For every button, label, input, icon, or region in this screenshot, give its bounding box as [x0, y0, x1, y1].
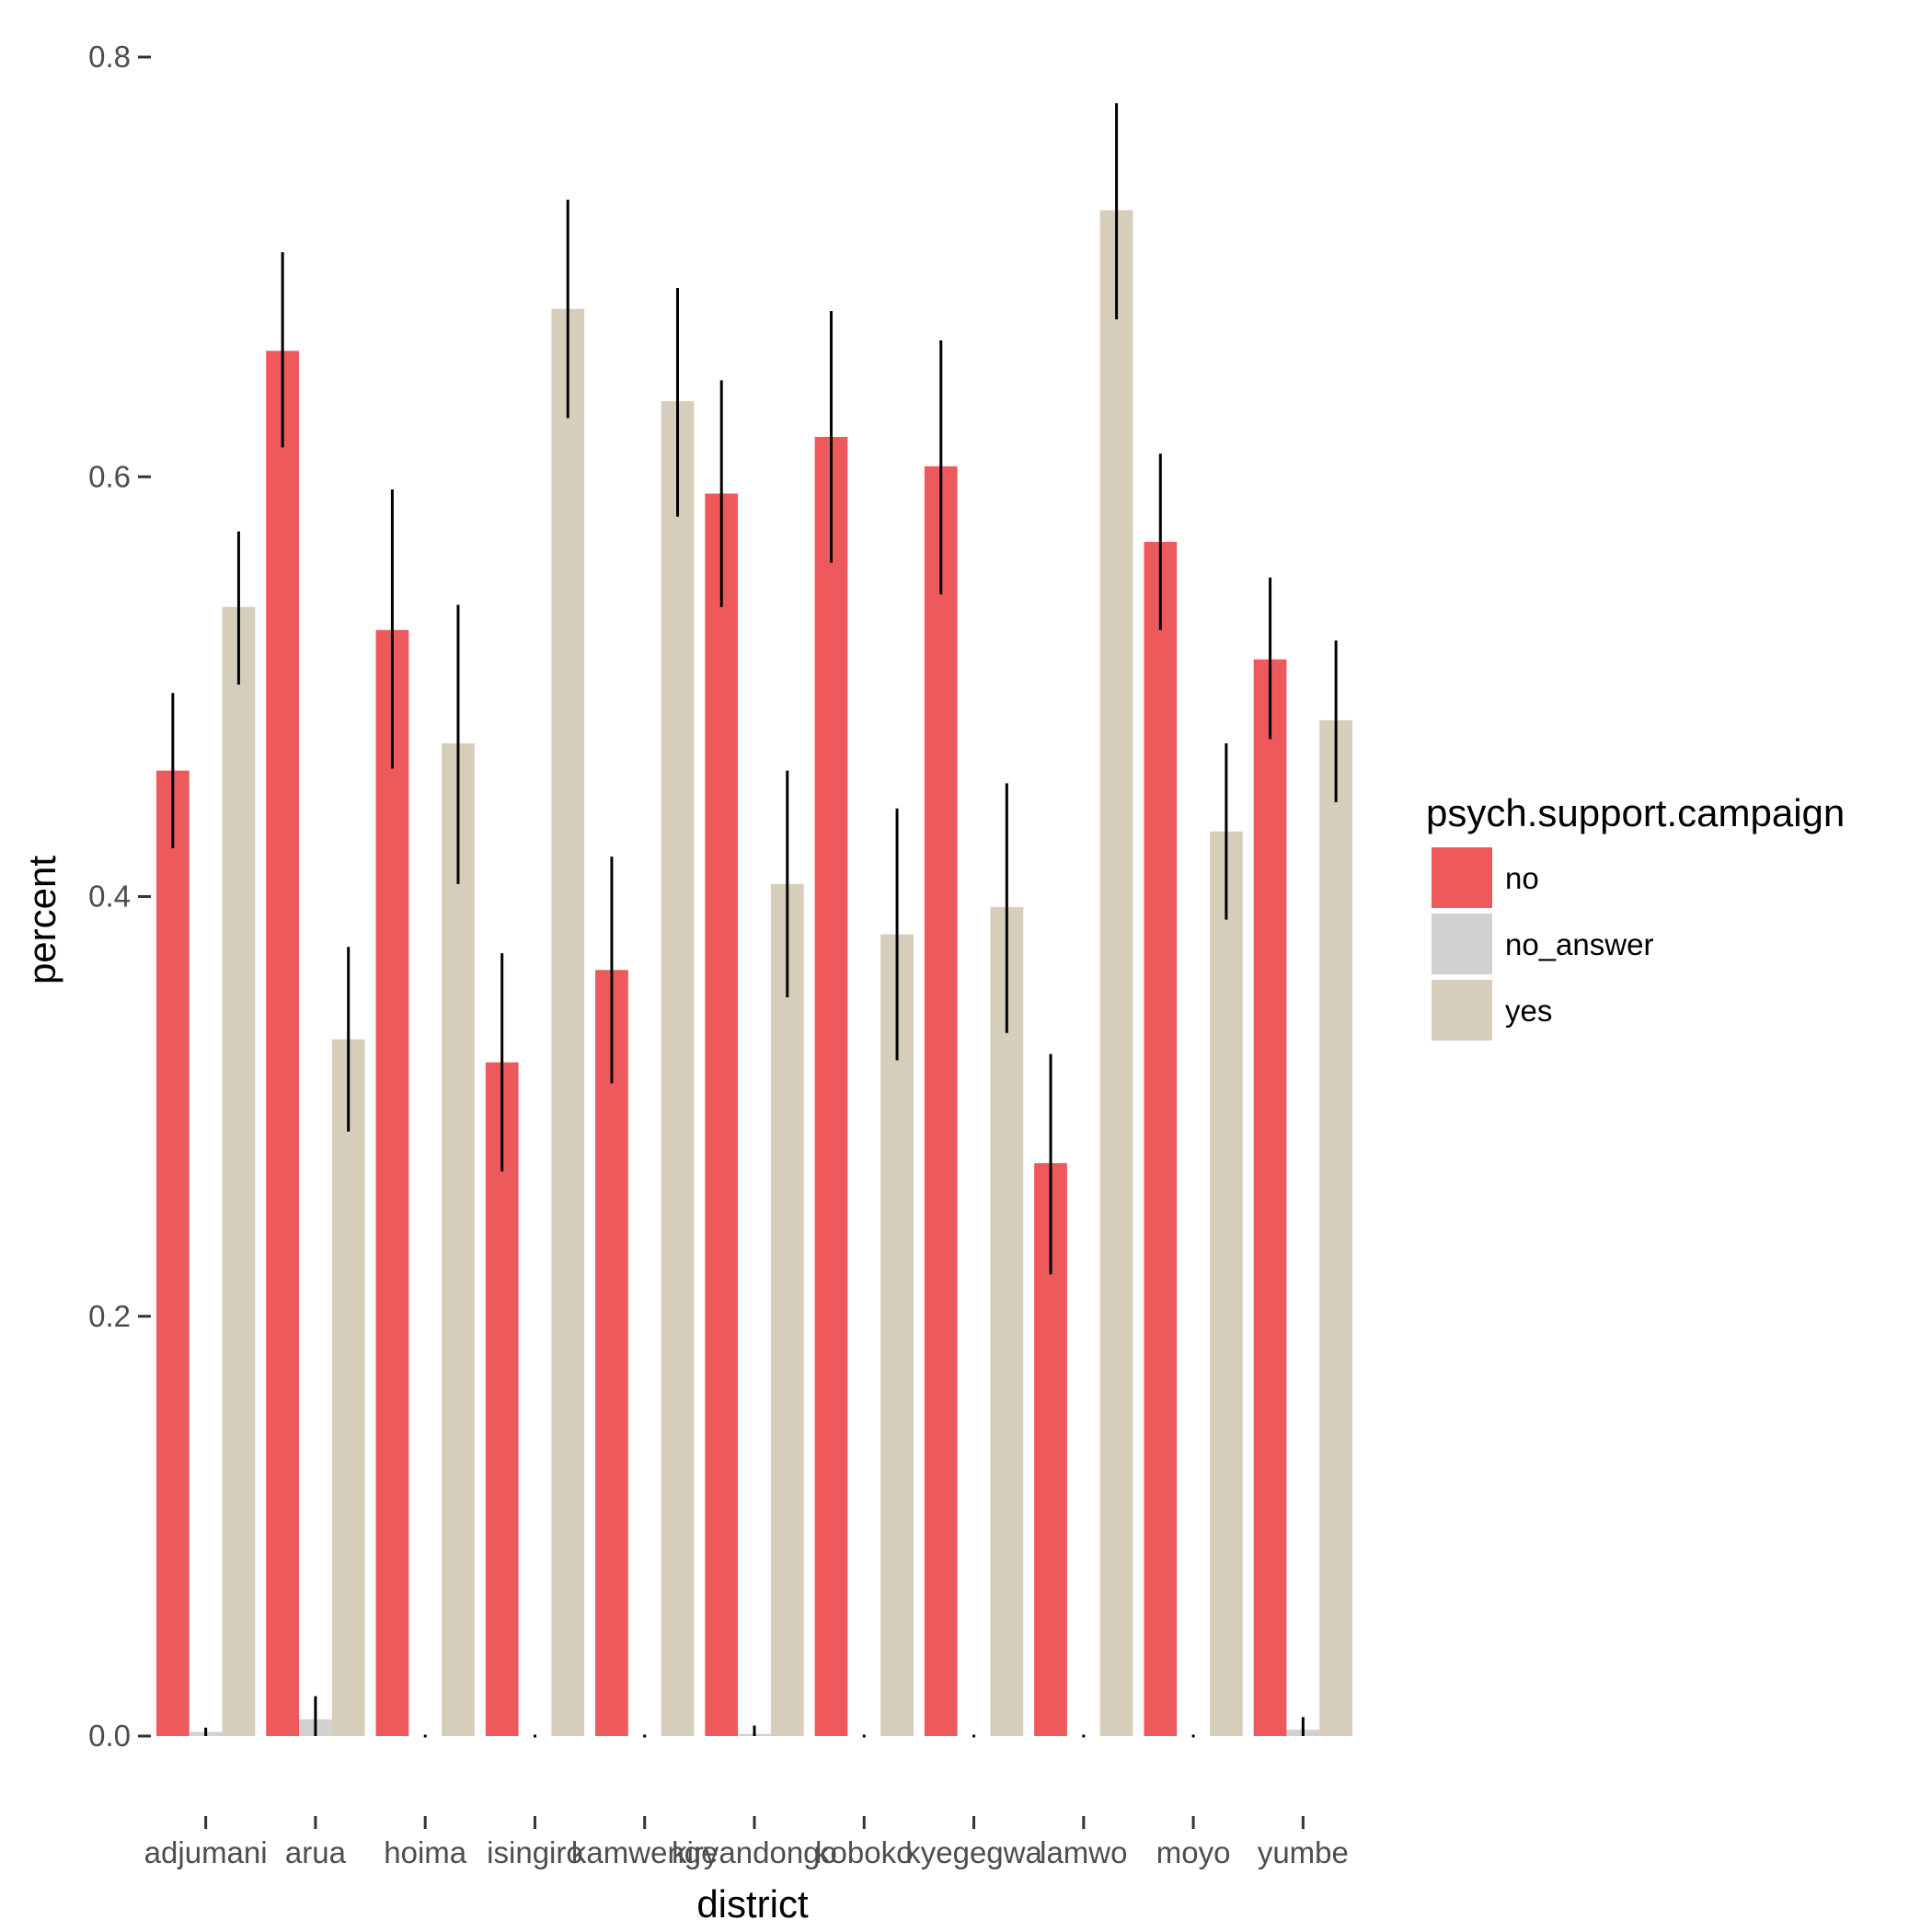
y-tick-label: 0.6	[88, 459, 131, 493]
y-axis: 0.0 0.2 0.4 0.6 0.8	[88, 40, 151, 1753]
y-tick-label: 0.0	[88, 1719, 131, 1753]
x-tick-label: kamwenge	[571, 1835, 719, 1869]
legend-label-yes: yes	[1505, 994, 1552, 1028]
bar-yes-koboko	[880, 934, 914, 1736]
x-tick-label: kyegegwa	[905, 1835, 1042, 1869]
plot-area	[155, 103, 1353, 1738]
bar-no-arua	[266, 351, 300, 1736]
x-tick-label: adjumani	[144, 1835, 268, 1869]
bar-no-kamwenge	[595, 970, 628, 1736]
y-tick-label: 0.8	[88, 40, 131, 74]
y-axis-title: percent	[20, 856, 63, 984]
x-tick-label: koboko	[815, 1835, 913, 1869]
bar-no-hoima	[375, 629, 409, 1736]
bar-no-moyo	[1144, 541, 1178, 1736]
bar-yes-kyegegwa	[990, 906, 1024, 1736]
bar-yes-moyo	[1209, 831, 1243, 1736]
y-tick-label: 0.2	[88, 1299, 131, 1333]
bar-no-koboko	[814, 436, 848, 1736]
bar-yes-kiryandongo	[770, 883, 804, 1736]
x-tick-label: isingiro	[487, 1835, 583, 1869]
x-axis-title: district	[696, 1882, 809, 1926]
x-tick-label: arua	[285, 1835, 347, 1869]
bar-yes-hoima	[442, 742, 475, 1736]
bar-no-kyegegwa	[924, 466, 958, 1736]
bar-yes-arua	[331, 1039, 365, 1736]
bar-no-kiryandongo	[705, 493, 739, 1736]
x-tick-label: lamwo	[1040, 1835, 1127, 1869]
legend-label-no: no	[1505, 861, 1539, 895]
bar-no-adjumani	[155, 770, 190, 1736]
bar-yes-yumbe	[1319, 719, 1353, 1736]
x-tick-label: hoima	[384, 1835, 467, 1869]
legend-key-no_answer	[1432, 914, 1492, 974]
bar-yes-lamwo	[1099, 210, 1133, 1736]
legend-label-no_answer: no_answer	[1505, 927, 1653, 961]
x-tick-label: moyo	[1156, 1835, 1231, 1869]
x-tick-label: yumbe	[1258, 1835, 1349, 1869]
legend-key-no	[1432, 847, 1492, 908]
bar-yes-kamwenge	[661, 401, 695, 1736]
legend-title: psych.support.campaign	[1426, 791, 1845, 834]
x-tick-label: kiryandongo	[672, 1835, 837, 1869]
y-tick-label: 0.4	[88, 880, 131, 914]
legend-key-yes	[1432, 980, 1492, 1041]
bar-yes-adjumani	[222, 606, 256, 1736]
x-axis: adjumani arua hoima isingirokamwengekiryand…	[144, 1816, 1349, 1869]
bar-yes-isingiro	[551, 308, 585, 1736]
bar-no-yumbe	[1253, 659, 1287, 1736]
bar-no-isingiro	[485, 1062, 519, 1736]
